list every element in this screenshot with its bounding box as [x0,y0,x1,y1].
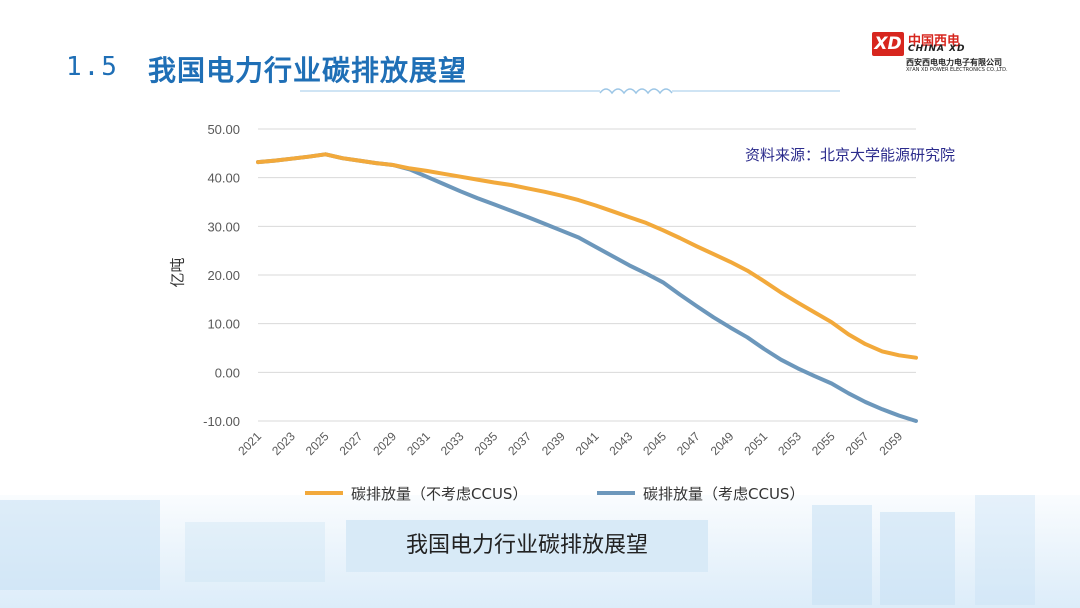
bg-decoration [812,505,872,605]
page-title: 我国电力行业碳排放展望 [148,54,468,87]
bg-decoration [975,495,1035,605]
x-tick-label: 2047 [674,429,703,458]
y-tick-label: 50.00 [207,122,240,137]
logo-name-en: CHINA XD [908,44,966,54]
x-tick-label: 2057 [843,429,872,458]
y-tick-label: 0.00 [215,365,240,380]
x-tick-label: 2035 [472,429,501,458]
bg-decoration [185,522,325,582]
x-tick-label: 2041 [573,429,602,458]
x-tick-label: 2033 [438,429,467,458]
x-tick-label: 2051 [741,429,770,458]
logo-company-cn: 西安西电电力电子有限公司 [906,58,1002,67]
xd-logo-icon: XD [872,32,904,56]
x-tick-label: 2059 [876,429,905,458]
company-logo: XD 中国西电 CHINA XD 西安西电电力电子有限公司 XI'AN XD P… [872,32,1032,76]
x-tick-label: 2039 [539,429,568,458]
legend-label: 碳排放量（考虑CCUS） [643,485,804,503]
y-tick-label: 10.00 [207,317,240,332]
title-underline [300,88,840,95]
y-axis-label: 亿吨 [168,257,187,288]
x-tick-label: 2027 [337,429,366,458]
x-tick-label: 2049 [708,429,737,458]
legend-label: 碳排放量（不考虑CCUS） [351,485,527,503]
logo-name-cn: 中国西电 [908,34,961,49]
y-tick-label: -10.00 [203,414,240,429]
series-line-with-ccus [256,152,918,423]
caption-text: 我国电力行业碳排放展望 [405,533,648,558]
x-tick-label: 2045 [640,429,669,458]
x-tick-label: 2025 [303,429,332,458]
x-tick-label: 2037 [505,429,534,458]
x-tick-label: 2031 [404,429,433,458]
x-tick-label: 2053 [775,429,804,458]
y-tick-label: 20.00 [207,268,240,283]
x-tick-label: 2021 [235,429,264,458]
y-tick-label: 40.00 [207,171,240,186]
bg-decoration [0,500,160,590]
x-tick-label: 2055 [809,429,838,458]
x-tick-label: 2029 [370,429,399,458]
series-line-without-ccus [256,152,918,360]
caption-box: 我国电力行业碳排放展望 [346,520,708,572]
y-tick-label: 30.00 [207,219,240,234]
source-note: 资料来源：北京大学能源研究院 [745,146,956,164]
x-tick-label: 2023 [269,429,298,458]
section-number: 1.5 [66,52,119,82]
bg-decoration [880,512,955,605]
logo-company-en: XI'AN XD POWER ELECTRONICS CO.,LTD. [906,67,1008,73]
x-tick-label: 2043 [607,429,636,458]
